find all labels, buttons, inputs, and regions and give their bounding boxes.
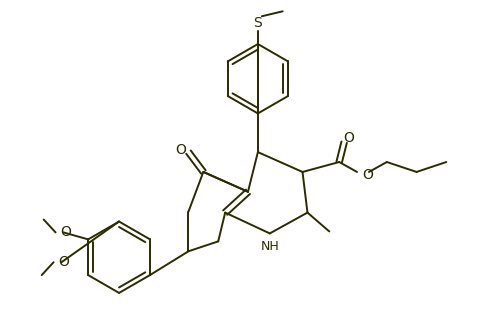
Text: O: O xyxy=(362,168,373,182)
Text: O: O xyxy=(343,131,355,145)
Text: O: O xyxy=(60,225,71,239)
Text: O: O xyxy=(58,255,69,269)
Text: NH: NH xyxy=(260,240,279,253)
Text: O: O xyxy=(175,143,186,157)
Text: S: S xyxy=(253,16,262,30)
